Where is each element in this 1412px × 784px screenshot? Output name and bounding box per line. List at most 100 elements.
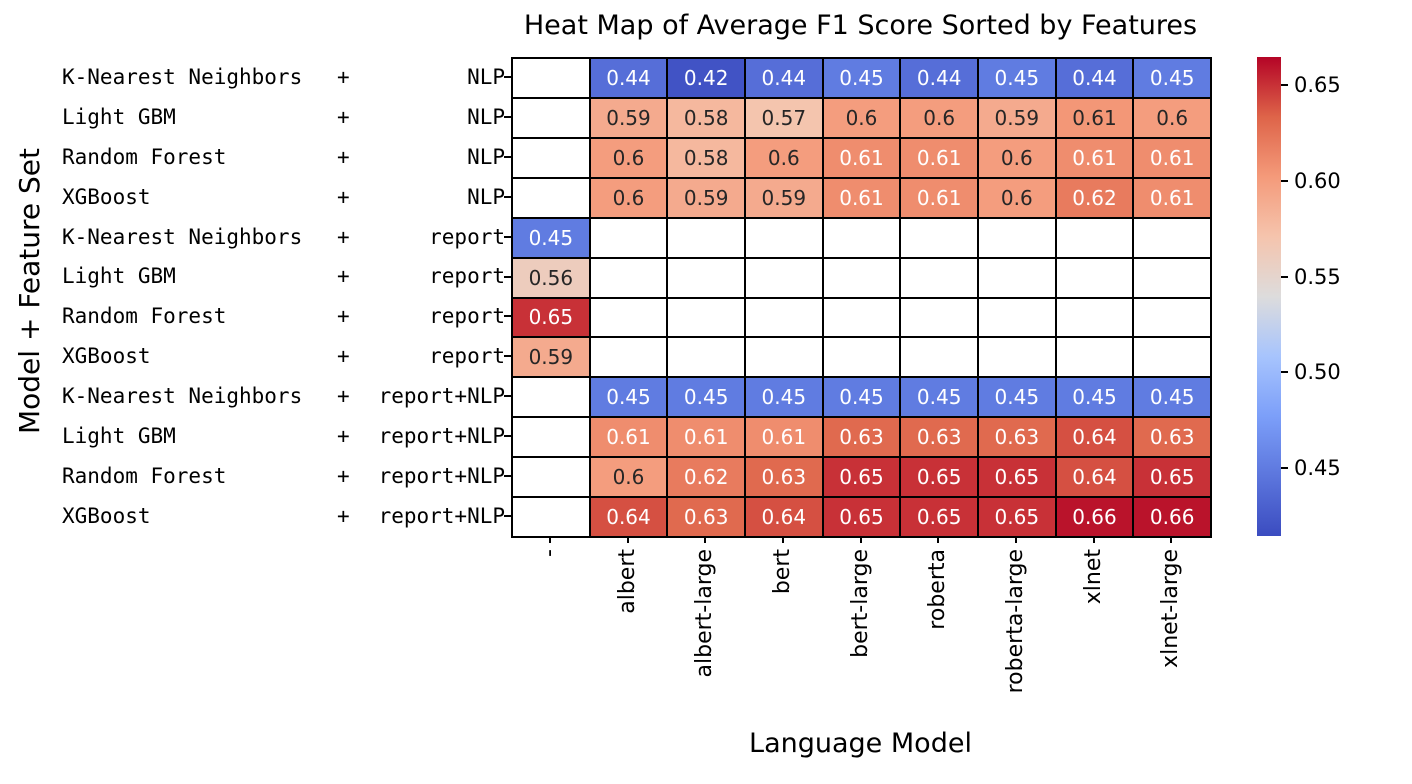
- heatmap-cell: 0.61: [744, 417, 823, 458]
- tick-mark: [504, 475, 511, 478]
- heatmap-cell: [667, 257, 745, 298]
- y-tick-plus: +: [337, 424, 350, 449]
- heatmap-cell: [512, 497, 590, 537]
- y-tick-feature-set: report+NLP: [378, 464, 505, 489]
- heatmap-cell: 0.45: [744, 377, 823, 418]
- heatmap-cell: 0.61: [822, 177, 901, 218]
- heatmap-cell: [512, 417, 590, 458]
- heatmap-cell: 0.45: [1133, 58, 1211, 98]
- heatmap-cell: [512, 457, 590, 498]
- y-tick-feature-set: report: [429, 304, 505, 329]
- tick-mark: [504, 435, 511, 438]
- heatmap-cell: 0.65: [977, 497, 1056, 537]
- heatmap-cell: [512, 97, 590, 138]
- heatmap-cell: 0.65: [512, 297, 590, 338]
- heatmap-cell: [667, 217, 745, 258]
- heatmap-cell: 0.6: [977, 137, 1056, 178]
- heatmap-cell: 0.59: [589, 97, 668, 138]
- colorbar-tick-label: 0.55: [1294, 264, 1341, 289]
- tick-mark: [781, 537, 784, 543]
- y-tick-plus: +: [337, 184, 350, 209]
- y-tick-plus: +: [337, 344, 350, 369]
- x-axis-label: Language Model: [749, 728, 972, 759]
- tick-mark: [1092, 537, 1095, 543]
- heatmap-cell: [900, 297, 978, 338]
- colorbar-tick-label: 0.65: [1294, 73, 1341, 98]
- y-tick-model: Light GBM: [62, 104, 176, 129]
- heatmap-cell: 0.45: [977, 58, 1056, 98]
- heatmap-cell: [512, 377, 590, 418]
- heatmap-cell: 0.65: [977, 457, 1056, 498]
- colorbar-tick-mark: [1281, 275, 1288, 278]
- heatmap-cell: 0.42: [667, 58, 745, 98]
- y-tick-model: XGBoost: [62, 503, 151, 528]
- y-tick-plus: +: [337, 264, 350, 289]
- heatmap-cell: [822, 337, 901, 378]
- heatmap-cell: 0.63: [900, 417, 978, 458]
- heatmap-cell: [589, 217, 668, 258]
- heatmap-cell: [900, 257, 978, 298]
- y-tick-feature-set: report: [429, 344, 505, 369]
- y-tick-label: Random Forest + report+NLP: [0, 456, 505, 496]
- heatmap-cell: 0.63: [1133, 417, 1211, 458]
- colorbar-tick-label: 0.50: [1294, 360, 1341, 385]
- heatmap-cell: [512, 177, 590, 218]
- heatmap-cell: 0.62: [1055, 177, 1134, 218]
- colorbar-tick-mark: [1281, 84, 1288, 87]
- heatmap-cell: 0.59: [667, 177, 745, 218]
- tick-mark: [504, 515, 511, 518]
- y-tick-feature-set: NLP: [467, 104, 505, 129]
- tick-mark: [504, 395, 511, 398]
- heatmap-cell: [822, 217, 901, 258]
- heatmap-cell: [667, 337, 745, 378]
- heatmap-cell: [1055, 297, 1134, 338]
- heatmap-cell: [1133, 337, 1211, 378]
- heatmap-cell: [977, 297, 1056, 338]
- y-tick-plus: +: [337, 304, 350, 329]
- heatmap-cell: 0.66: [1133, 497, 1211, 537]
- y-tick-feature-set: report: [429, 264, 505, 289]
- y-tick-model: K-Nearest Neighbors: [62, 224, 303, 249]
- y-tick-plus: +: [337, 64, 350, 89]
- heatmap-cell: 0.45: [900, 377, 978, 418]
- heatmap-cell: 0.61: [1055, 97, 1134, 138]
- heatmap-cell: 0.6: [977, 177, 1056, 218]
- heatmap-cell: [667, 297, 745, 338]
- heatmap-cell: 0.45: [822, 58, 901, 98]
- heatmap-cell: [1133, 297, 1211, 338]
- heatmap-cell: [822, 257, 901, 298]
- y-tick-plus: +: [337, 104, 350, 129]
- tick-mark: [626, 537, 629, 543]
- heatmap-cell: 0.63: [822, 417, 901, 458]
- heatmap-cell: 0.63: [744, 457, 823, 498]
- y-tick-label: Light GBM + report+NLP: [0, 416, 505, 456]
- tick-mark: [1170, 537, 1173, 543]
- colorbar-tick-mark: [1281, 371, 1288, 374]
- heatmap-cell: 0.59: [744, 177, 823, 218]
- heatmap-cell: 0.6: [900, 97, 978, 138]
- chart-title: Heat Map of Average F1 Score Sorted by F…: [523, 10, 1198, 41]
- heatmap-cell: [977, 217, 1056, 258]
- y-tick-label: Light GBM + report: [0, 257, 505, 297]
- y-tick-model: XGBoost: [62, 184, 151, 209]
- y-tick-label: Light GBM + NLP: [0, 97, 505, 137]
- heatmap-cell: [977, 257, 1056, 298]
- tick-mark: [504, 155, 511, 158]
- heatmap-cell: 0.6: [744, 137, 823, 178]
- tick-mark: [704, 537, 707, 543]
- x-tick-label: xlnet-large: [1158, 549, 1184, 668]
- heatmap-cell: [512, 58, 590, 98]
- heatmap-cell: 0.61: [822, 137, 901, 178]
- heatmap-cell: 0.58: [667, 97, 745, 138]
- tick-mark: [504, 75, 511, 78]
- heatmap-cell: 0.6: [589, 457, 668, 498]
- heatmap-cell: 0.45: [1055, 377, 1134, 418]
- y-tick-feature-set: NLP: [467, 64, 505, 89]
- tick-mark: [504, 275, 511, 278]
- y-tick-model: Random Forest: [62, 464, 227, 489]
- heatmap-cell: [744, 257, 823, 298]
- colorbar: [1257, 57, 1281, 536]
- tick-mark: [504, 355, 511, 358]
- heatmap-cell: 0.66: [1055, 497, 1134, 537]
